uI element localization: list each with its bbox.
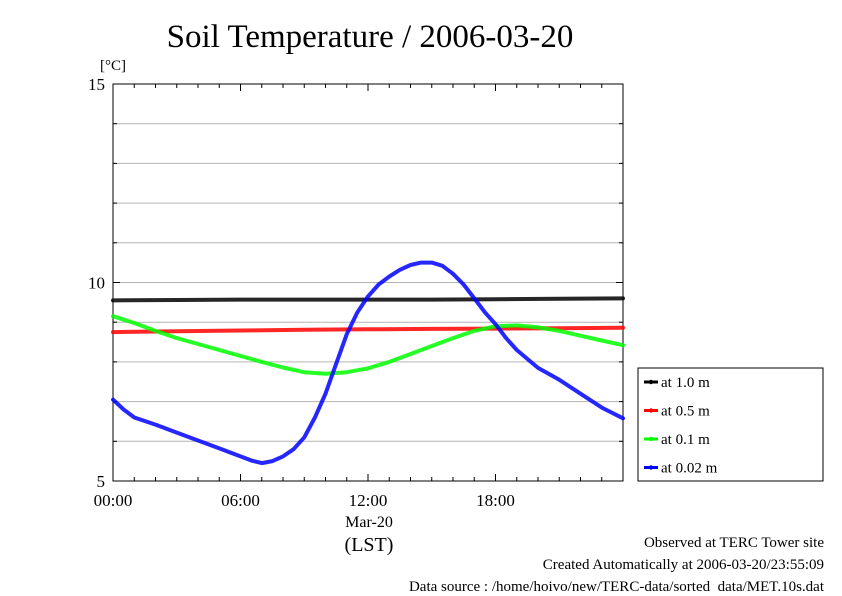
legend-marker: [648, 436, 654, 442]
x-tick-label: 00:00: [94, 491, 133, 510]
legend-marker: [648, 379, 654, 385]
legend-marker: [648, 408, 654, 413]
series-line: [111, 314, 625, 376]
chart-title: Soil Temperature / 2006-03-20: [167, 19, 574, 55]
legend-label: at 0.5 m: [661, 404, 710, 420]
footer-data-source: Data source : /home/hoivo/new/TERC-data/…: [408, 579, 824, 595]
x-axis-date: Mar-20: [345, 514, 393, 531]
y-tick-label: 15: [88, 75, 105, 94]
legend: at 1.0 m at 0.5 m at 0.1 m at 0.02 m: [637, 367, 824, 482]
footer-created-timestamp: Created Automatically at 2006-03-20/23:5…: [542, 557, 824, 573]
y-axis-unit: [°C]: [100, 58, 126, 74]
x-tick-labels: 00:00 06:00 12:00 18:00: [94, 491, 515, 510]
series-lines: [111, 260, 625, 466]
x-axis-label: (LST): [345, 534, 394, 556]
y-tick-labels: 5 10 15: [88, 75, 105, 491]
legend-label: at 1.0 m: [661, 375, 710, 391]
x-tick-label: 18:00: [476, 491, 515, 510]
y-tick-label: 10: [88, 274, 105, 293]
legend-box: [637, 367, 824, 482]
footer-observed-site: Observed at TERC Tower site: [643, 535, 824, 551]
grid-lines: [113, 123, 623, 442]
axis-ticks: [112, 83, 624, 482]
legend-marker: [648, 465, 654, 470]
legend-label: at 0.1 m: [661, 432, 710, 448]
x-tick-label: 06:00: [221, 491, 260, 510]
y-tick-label: 5: [97, 472, 106, 491]
x-tick-label: 12:00: [349, 491, 388, 510]
series-line: [111, 260, 625, 466]
legend-label: at 0.02 m: [661, 461, 718, 477]
